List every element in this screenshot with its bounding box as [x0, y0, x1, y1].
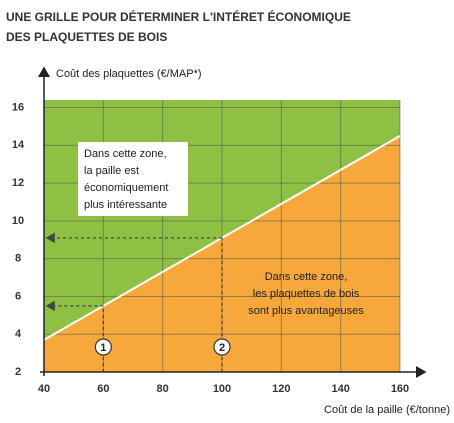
reading-marker [213, 338, 231, 356]
x-tick-label: 140 [331, 383, 349, 395]
reading-label: 2 [219, 342, 225, 354]
annotation-text: Dans cette zone, [265, 271, 348, 283]
y-tick-label: 8 [15, 253, 21, 265]
annotation-text: plus intéressante [84, 199, 167, 211]
reading-marker [94, 338, 112, 356]
x-tick-label: 80 [157, 383, 169, 395]
x-tick-label: 160 [391, 383, 409, 395]
y-tick-label: 16 [12, 101, 24, 113]
x-tick-label: 60 [97, 383, 109, 395]
y-tick-label: 12 [12, 177, 24, 189]
y-tick-label: 14 [12, 139, 25, 151]
chart-title: UNE GRILLE POUR DÉTERMINER L'INTÉRET ÉCO… [6, 9, 351, 24]
y-tick-label: 2 [15, 366, 21, 378]
annotation-text: les plaquettes de bois [253, 288, 360, 300]
annotation-text: la paille est [84, 165, 139, 177]
annotation-box [78, 142, 188, 216]
annotation-text: Dans cette zone, [84, 148, 167, 160]
x-tick-label: 100 [213, 383, 231, 395]
reading-label: 1 [100, 342, 106, 354]
y-tick-label: 6 [15, 290, 21, 302]
x-axis-label: Coût de la paille (€/tonne) [324, 404, 450, 416]
y-axis-label: Coût des plaquettes (€/MAP*) [56, 68, 202, 80]
annotation-text: économiquement [84, 182, 168, 194]
x-tick-label: 120 [272, 383, 290, 395]
y-tick-label: 4 [15, 328, 22, 340]
x-tick-label: 40 [38, 383, 50, 395]
y-tick-label: 10 [12, 215, 24, 227]
annotation-text: sont plus avantageuses [248, 305, 364, 317]
chart-title: DES PLAQUETTES DE BOIS [6, 30, 167, 44]
